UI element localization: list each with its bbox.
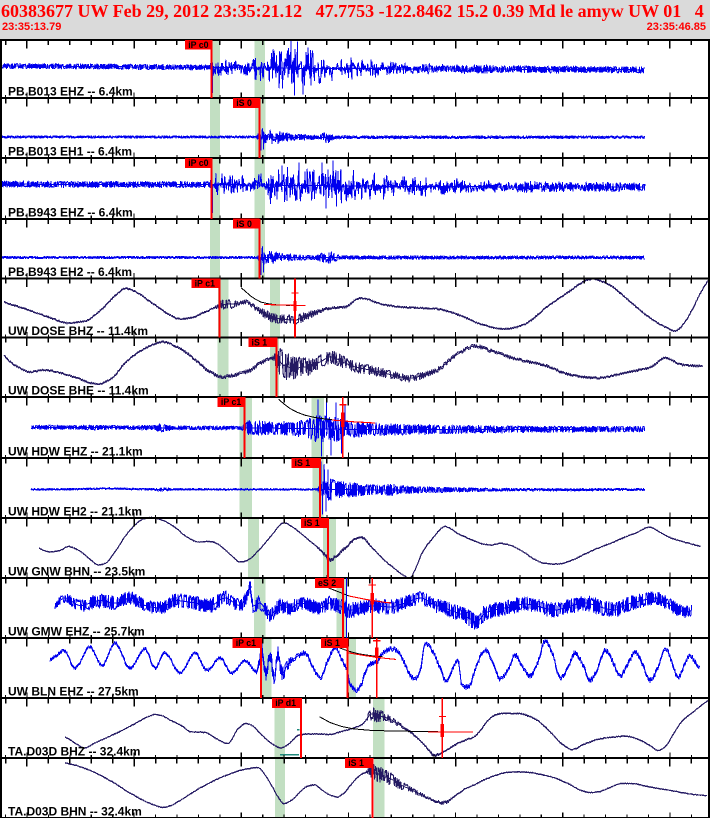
svg-text:iP d1: iP d1 — [275, 698, 296, 708]
svg-text:iP c0: iP c0 — [188, 40, 208, 50]
svg-text:UW HDW EH2 -- 21.1km: UW HDW EH2 -- 21.1km — [8, 505, 142, 519]
svg-text:iS 1: iS 1 — [295, 458, 311, 468]
svg-text:UW HDW EHZ -- 21.1km: UW HDW EHZ -- 21.1km — [8, 445, 143, 459]
svg-text:iS 1: iS 1 — [304, 518, 320, 528]
svg-text:TA.D03D BHN -- 32.4km: TA.D03D BHN -- 32.4km — [8, 804, 142, 818]
svg-text:iS 1: iS 1 — [324, 638, 340, 648]
svg-text:iS 1: iS 1 — [348, 758, 364, 768]
svg-text:iS 1: iS 1 — [252, 338, 268, 348]
svg-text:UW DOSE BHZ -- 11.4km: UW DOSE BHZ -- 11.4km — [8, 324, 148, 338]
svg-text:PB.B943 EH2 -- 6.4km: PB.B943 EH2 -- 6.4km — [8, 265, 132, 279]
svg-text:PB.B943 EHZ -- 6.4km: PB.B943 EHZ -- 6.4km — [8, 205, 133, 219]
svg-text:PB.B013 EH1 -- 6.4km: PB.B013 EH1 -- 6.4km — [8, 145, 132, 159]
svg-text:iS 0: iS 0 — [236, 219, 252, 229]
svg-text:iP c1: iP c1 — [195, 279, 215, 289]
svg-text:UW GNW BHN -- 23.5km: UW GNW BHN -- 23.5km — [8, 565, 145, 579]
svg-text:iS 0: iS 0 — [236, 98, 252, 108]
svg-text:TA.D03D BHZ -- 32.4km: TA.D03D BHZ -- 32.4km — [8, 745, 140, 759]
svg-text:eS 2: eS 2 — [318, 578, 336, 588]
svg-text:UW BLN EHZ -- 27.5km: UW BLN EHZ -- 27.5km — [8, 685, 139, 699]
svg-text:iP c0: iP c0 — [188, 158, 208, 168]
svg-text:PB.B013 EHZ -- 6.4km: PB.B013 EHZ -- 6.4km — [8, 85, 133, 99]
svg-text:UW DOSE BHE -- 11.4km: UW DOSE BHE -- 11.4km — [8, 384, 149, 398]
svg-text:iP c1: iP c1 — [221, 397, 241, 407]
svg-text:iP c1: iP c1 — [236, 638, 256, 648]
svg-text:UW GMW EHZ -- 25.7km: UW GMW EHZ -- 25.7km — [8, 625, 145, 639]
